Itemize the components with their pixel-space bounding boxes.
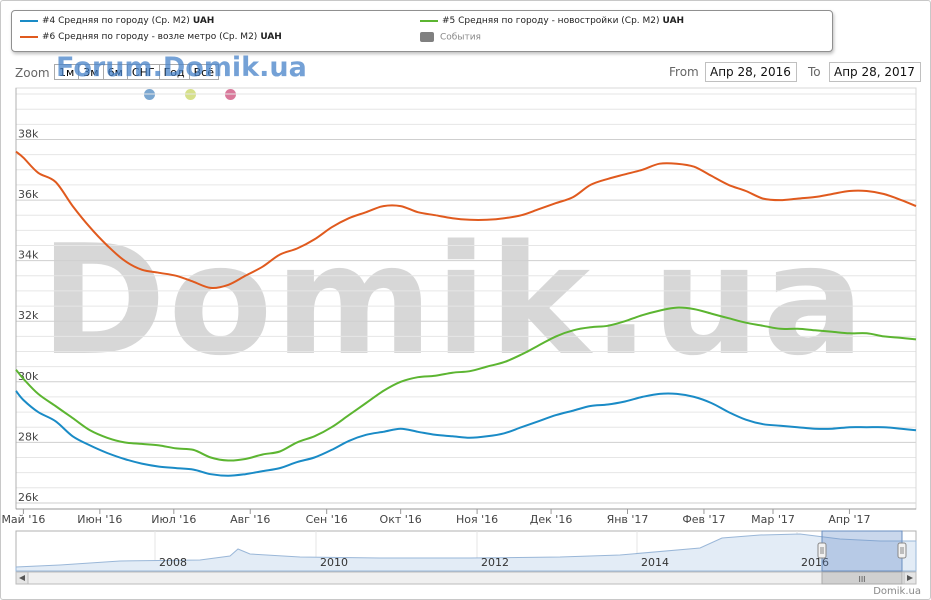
navigator-year-label: 2008 — [159, 556, 187, 569]
navigator-series-area — [15, 533, 917, 572]
scrollbar-track[interactable] — [15, 571, 917, 585]
y-tick-label: 34k — [18, 249, 39, 262]
events-label: События — [440, 32, 481, 43]
to-label: To — [808, 65, 821, 79]
x-tick-label: Май '16 — [1, 513, 45, 526]
y-tick-label: 36k — [18, 188, 39, 201]
y-tick-label: 32k — [18, 309, 39, 322]
navigator-right-handle[interactable] — [897, 542, 907, 559]
legend-unit: UAH — [662, 16, 685, 26]
arrow-left-icon — [19, 575, 25, 581]
legend-swatch — [420, 19, 438, 22]
legend-swatch — [20, 35, 38, 38]
scrollbar-thumb[interactable] — [821, 571, 903, 585]
legend-unit: UAH — [260, 32, 282, 42]
scrollbar-grip: III — [858, 575, 865, 584]
watermark-top: Forum.Domik.ua — [56, 52, 307, 83]
legend-item-events[interactable]: События — [420, 32, 481, 43]
x-tick-label: Апр '17 — [828, 513, 870, 526]
series-line-new-buildings[interactable] — [15, 306, 917, 462]
legend-item-series-5[interactable]: #5 Средняя по городу - новостройки (Ср. … — [420, 16, 684, 26]
credit-label: Domik.ua — [873, 586, 921, 597]
navigator-year-label: 2010 — [320, 556, 348, 569]
legend-label: #4 Средняя по городу (Ср. М2) — [42, 16, 190, 26]
zoom-3m-button[interactable]: 3м — [78, 64, 104, 80]
zoom-all-button[interactable]: Всё — [188, 64, 219, 80]
x-tick-label: Окт '16 — [380, 513, 422, 526]
x-tick-label: Дек '16 — [530, 513, 573, 526]
plot-area — [15, 87, 917, 510]
legend-item-series-4[interactable]: #4 Средняя по городу (Ср. М2) UAH — [20, 16, 214, 26]
x-tick-label: Мар '17 — [751, 513, 795, 526]
x-tick-label: Авг '16 — [230, 513, 270, 526]
navigator-left-handle[interactable] — [817, 542, 827, 559]
navigator-year-label: 2014 — [641, 556, 669, 569]
to-date-input[interactable] — [829, 62, 921, 82]
from-label: From — [669, 65, 699, 79]
series-line-metro[interactable] — [15, 150, 917, 289]
zoom-label: Zoom — [15, 66, 50, 80]
events-swatch — [420, 32, 434, 42]
series-line-city-average[interactable] — [15, 390, 917, 477]
zoom-6m-button[interactable]: 6м — [102, 64, 128, 80]
y-tick-label: 38k — [18, 127, 39, 140]
navigator-year-label: 2012 — [481, 556, 509, 569]
x-tick-label: Фев '17 — [682, 513, 725, 526]
x-tick-label: Июн '16 — [77, 513, 122, 526]
legend-label: #5 Средняя по городу - новостройки (Ср. … — [442, 16, 660, 26]
watermark-center: Domik.ua — [40, 212, 867, 389]
legend: #4 Средняя по городу (Ср. М2) UAH #6 Сред… — [11, 10, 833, 52]
legend-item-series-6[interactable]: #6 Средняя по городу - возле метро (Ср. … — [20, 32, 282, 42]
zoom-buttons: 1м 3м 6м СНГ Год Всё — [54, 64, 219, 80]
legend-label: #6 Средняя по городу - возле метро (Ср. … — [42, 32, 258, 42]
x-tick-label: Янв '17 — [607, 513, 649, 526]
x-tick-label: Ноя '16 — [456, 513, 498, 526]
y-tick-label: 28k — [18, 430, 39, 443]
legend-unit: UAH — [192, 16, 215, 26]
x-tick-label: Июл '16 — [151, 513, 196, 526]
navigator-selection[interactable] — [821, 530, 903, 572]
from-date-input[interactable] — [705, 62, 797, 82]
x-tick-label: Сен '16 — [306, 513, 348, 526]
y-tick-label: 26k — [18, 491, 39, 504]
arrow-right-icon — [907, 575, 913, 581]
legend-swatch — [20, 19, 38, 22]
